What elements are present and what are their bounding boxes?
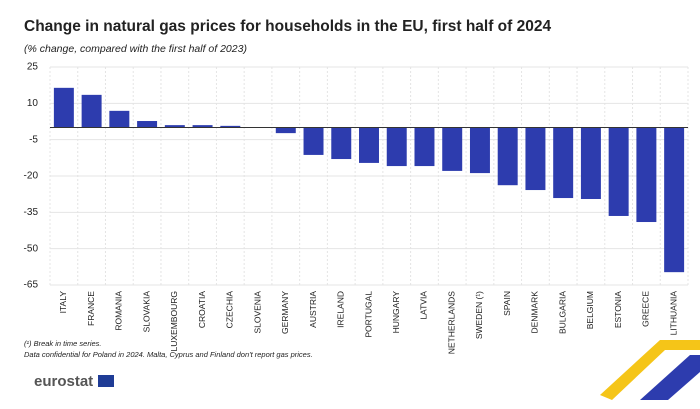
bar <box>220 125 241 128</box>
x-tick-label: LATVIA <box>419 291 429 320</box>
x-tick-label: SLOVENIA <box>252 291 262 334</box>
bar <box>608 127 629 216</box>
x-tick-label: DENMARK <box>530 291 540 334</box>
x-tick-label: SPAIN <box>502 291 512 316</box>
chart-title: Change in natural gas prices for househo… <box>24 18 551 35</box>
y-tick-label: -35 <box>24 207 39 218</box>
y-tick-label: -20 <box>24 171 39 182</box>
x-tick-label: BULGARIA <box>557 291 567 334</box>
x-tick-label: LUXEMBOURG <box>169 291 179 351</box>
x-tick-label: CROATIA <box>197 291 207 328</box>
y-tick-label: 10 <box>27 98 39 109</box>
bar <box>53 87 74 128</box>
bar <box>553 127 574 199</box>
bar <box>442 127 463 171</box>
decor <box>640 355 700 400</box>
footnote: (¹) Break in time series. <box>24 339 102 348</box>
bar <box>331 127 352 160</box>
x-tick-label: CZECHIA <box>225 291 235 329</box>
bar <box>81 94 102 128</box>
decor <box>600 340 700 400</box>
bar <box>414 127 435 167</box>
bar <box>359 127 379 163</box>
y-tick-label: -5 <box>29 134 38 145</box>
bar <box>109 110 130 128</box>
bar <box>192 125 213 128</box>
y-tick-label: -50 <box>24 243 39 254</box>
chart-subtitle: (% change, compared with the first half … <box>24 43 247 55</box>
bar <box>386 127 407 167</box>
x-tick-label: FRANCE <box>86 291 96 326</box>
x-tick-label: BELGIUM <box>585 291 595 329</box>
logo-text: eurostat <box>34 373 93 390</box>
x-tick-label: SLOVAKIA <box>141 291 151 333</box>
bar <box>580 127 601 200</box>
x-tick-label: IRELAND <box>336 291 346 328</box>
bar <box>137 121 158 128</box>
footnote: Data confidential for Poland in 2024. Ma… <box>24 350 313 359</box>
x-tick-label: ITALY <box>58 291 68 314</box>
x-tick-label: HUNGARY <box>391 291 401 334</box>
bar <box>636 127 657 223</box>
eu-flag <box>98 375 114 387</box>
bar <box>303 127 324 155</box>
bar <box>525 127 546 191</box>
x-tick-label: PORTUGAL <box>363 291 373 338</box>
x-tick-label: GREECE <box>641 291 651 327</box>
bar <box>497 127 518 186</box>
y-tick-label: 25 <box>27 62 39 73</box>
bar <box>664 127 685 273</box>
y-tick-label: -65 <box>24 280 39 291</box>
bar <box>164 125 185 128</box>
bar <box>275 127 296 134</box>
x-tick-label: NETHERLANDS <box>446 291 456 355</box>
x-tick-label: ROMANIA <box>114 291 124 331</box>
bar <box>469 127 490 174</box>
x-tick-label: LITHUANIA <box>668 291 678 336</box>
x-tick-label: GERMANY <box>280 291 290 334</box>
x-tick-label: AUSTRIA <box>308 291 318 328</box>
x-tick-label: SWEDEN (¹) <box>474 291 484 339</box>
x-tick-label: ESTONIA <box>613 291 623 328</box>
